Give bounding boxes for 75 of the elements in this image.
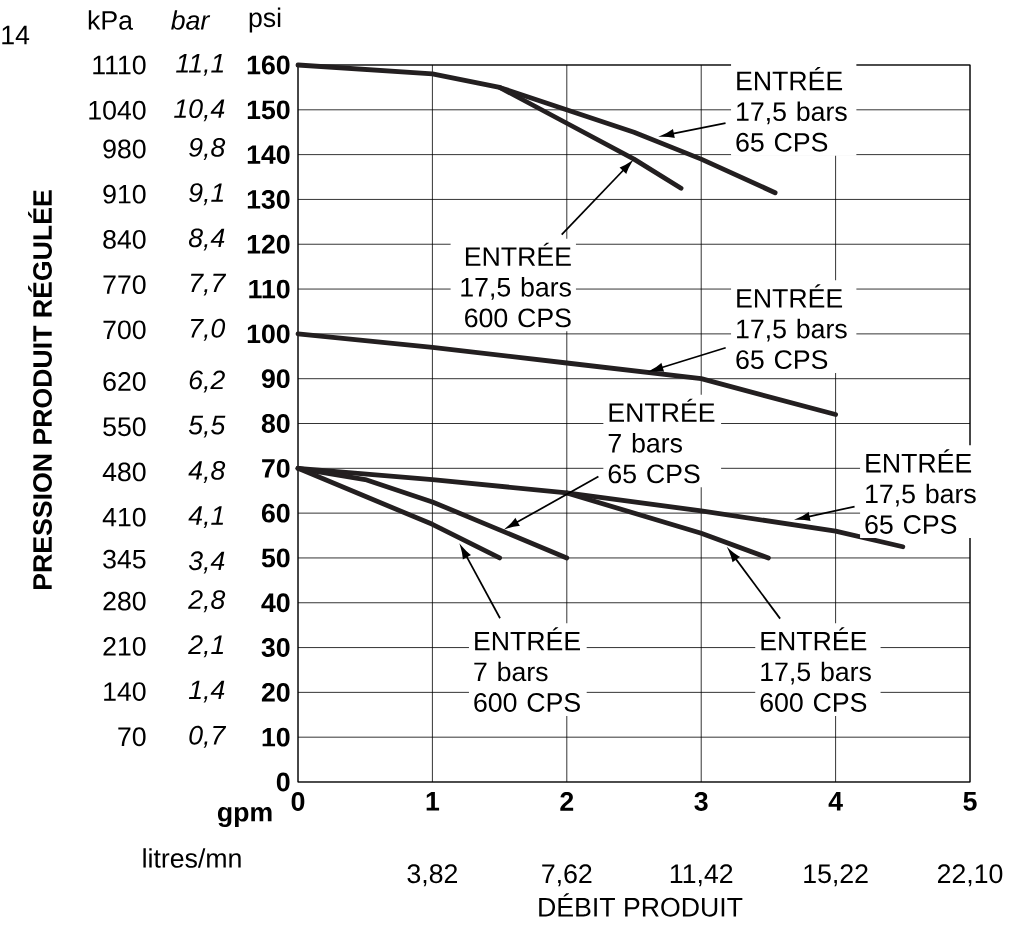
text: 15,22 [804,864,868,887]
y2-tick-label: 620 [103,372,146,391]
y3-tick-label: 2,8 [188,590,226,613]
x-tick-label: 1 [426,792,440,811]
y2-tick-label: 480 [102,462,146,482]
y3-tick-label: 9,8 [189,137,226,160]
y3-tick-label: 10,4 [174,99,225,122]
annotation: ENTRÉE 17,5 bars 600 CPS [461,242,571,328]
y2-tick-label: 700 [103,320,146,340]
y2-tick-label: 345 [103,549,146,569]
text: gpm [217,806,272,828]
text: 11,42 [670,864,733,887]
y2-tick-label: 1040 [89,100,146,120]
text: 14 [2,25,30,45]
y-tick-label: 90 [261,369,290,389]
y-tick-label: 10 [262,727,290,747]
y2-tick-label: 980 [103,139,146,159]
y2-tick-label: 910 [103,184,146,204]
y3-tick-label: 3,4 [188,551,225,574]
text: 3,82 [407,864,458,887]
y2-tick-label: 140 [104,682,146,701]
y2-tick-label: 280 [103,591,146,611]
y3-tick-label: 6,2 [189,370,225,393]
y3-tick-label: 11,1 [176,54,224,76]
x-tick-label: 3 [694,792,708,811]
annotation: ENTRÉE 17,5 bars 600 CPS [760,627,871,712]
y-tick-label: 150 [247,100,290,120]
text: kPa [88,10,133,30]
y-tick-label: 80 [261,414,290,433]
x-axis-title: DÉBIT PRODUIT [539,893,743,917]
y-axis-title: psi [249,7,281,33]
x-tick-label: 4 [828,792,843,811]
y-tick-label: 120 [247,234,290,254]
y-tick-label: 100 [247,324,290,344]
y2-tick-label: 70 [118,727,146,747]
text: 22,10 [937,864,1003,887]
y-tick-label: 30 [261,638,290,658]
y-tick-label: 50 [261,548,290,568]
x-tick-label: 0 [291,792,305,811]
y2-tick-label: 210 [103,636,146,656]
y-tick-label: 60 [261,503,290,523]
y2-tick-label: 770 [103,275,146,295]
y3-tick-label: 1,4 [188,680,225,703]
y3-tick-label: 7,0 [190,318,226,341]
y-tick-label: 160 [247,55,290,75]
y3-tick-label: 9,1 [189,183,224,206]
y-tick-label: 0 [276,772,290,792]
text: 7,62 [542,864,592,887]
annotation: ENTRÉE 17,5 bars 65 CPS [865,449,976,534]
y-tick-label: 40 [261,593,290,613]
x-tick-label: 5 [963,792,977,811]
y-tick-label: 140 [247,145,290,165]
annotation: ENTRÉE 7 bars 65 CPS [608,398,715,484]
x-tick-label: 2 [560,792,574,811]
y-tick-label: 20 [261,682,290,702]
y-tick-label: 70 [262,458,290,478]
y3-tick-label: 4,1 [188,506,224,529]
annotation: ENTRÉE 17,5 bars 65 CPS [736,67,847,152]
y3-tick-label: 0,7 [189,725,227,748]
text: litres/mn [143,848,241,868]
y2-tick-label: 550 [103,417,146,437]
y-tick-label: 130 [247,189,290,209]
y2-tick-label: 840 [103,229,146,249]
y3-tick-label: 8,4 [188,228,225,251]
annotation: ENTRÉE 17,5 bars 65 CPS [736,284,847,370]
y3-axis-title: bar [171,10,211,30]
y3-tick-label: 4,8 [188,460,226,483]
y3-tick-label: 2,1 [188,635,224,658]
y2-axis-title: PRESSION PRODUIT RÉGULÉE [28,190,52,589]
annotation: ENTRÉE 7 bars 600 CPS [474,627,580,712]
y2-tick-label: 410 [102,507,146,527]
y3-tick-label: 5,5 [188,415,226,438]
y2-tick-label: 1110 [93,55,146,75]
y-tick-label: 110 [249,279,290,299]
y3-tick-label: 7,7 [190,273,227,296]
